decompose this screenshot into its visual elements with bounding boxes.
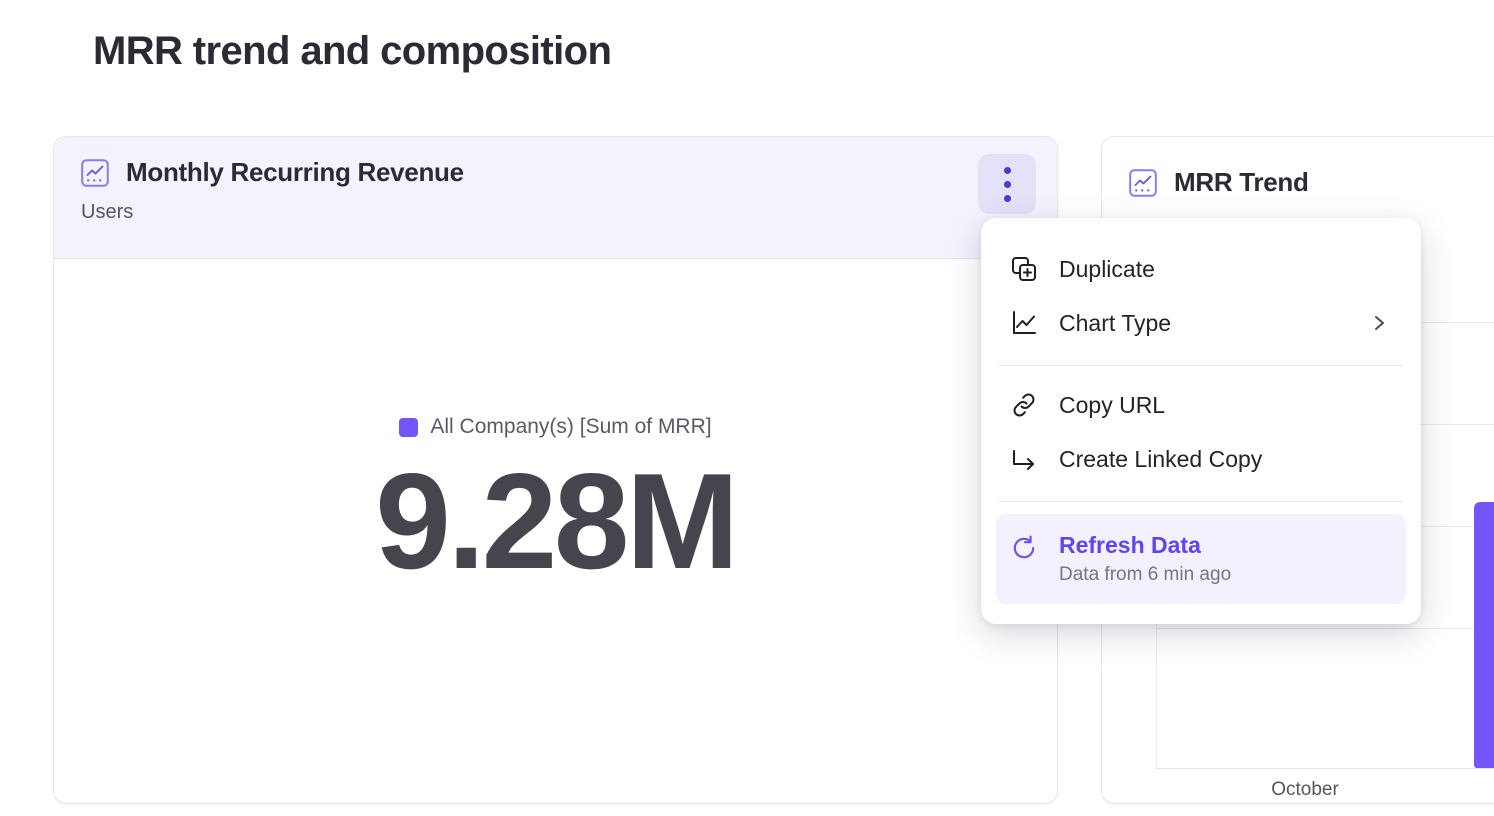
menu-item-label: Duplicate [1059, 255, 1155, 282]
chart-square-icon [1128, 168, 1158, 198]
menu-item-create-linked-copy[interactable]: Create Linked Copy [996, 432, 1406, 486]
menu-item-label: Chart Type [1059, 309, 1172, 336]
menu-item-label: Copy URL [1059, 391, 1166, 418]
kpi-body: All Company(s) [Sum of MRR] 9.28M [54, 259, 1057, 803]
page-title: MRR trend and composition [93, 29, 612, 73]
x-axis-labels: October January [1156, 779, 1494, 803]
link-icon [1010, 391, 1038, 419]
trend-card-title: MRR Trend [1174, 167, 1309, 197]
arrow-turn-down-right-icon [1010, 445, 1038, 473]
menu-item-refresh-data[interactable]: Refresh Data Data from 6 min ago [996, 514, 1406, 604]
menu-divider [999, 365, 1403, 366]
kpi-value: 9.28M [375, 445, 739, 597]
kpi-card-header: Monthly Recurring Revenue Users [54, 137, 1057, 259]
kebab-dot-icon [1003, 166, 1011, 174]
refresh-data-label: Refresh Data [1059, 532, 1201, 558]
refresh-icon [1010, 534, 1038, 562]
legend-swatch [399, 417, 419, 437]
menu-item-duplicate[interactable]: Duplicate [996, 242, 1406, 296]
kpi-card-title: Monthly Recurring Revenue [126, 157, 464, 187]
kpi-legend-label: All Company(s) [Sum of MRR] [430, 415, 712, 438]
card-context-menu: Duplicate Chart Type Copy URL [981, 218, 1421, 624]
menu-divider [999, 501, 1403, 502]
card-options-button[interactable] [978, 154, 1036, 214]
kebab-dot-icon [1003, 194, 1011, 202]
line-chart-axis-icon [1010, 309, 1038, 337]
kpi-card-subtitle: Users [81, 201, 134, 223]
refresh-data-sublabel: Data from 6 min ago [1059, 564, 1232, 585]
chart-square-icon [80, 158, 110, 188]
gridline [1156, 628, 1494, 629]
menu-item-copy-url[interactable]: Copy URL [996, 378, 1406, 432]
kpi-legend: All Company(s) [Sum of MRR] [399, 415, 712, 439]
chevron-right-icon [1370, 314, 1388, 332]
x-axis-baseline [1156, 768, 1494, 769]
bar-group [1156, 267, 1494, 768]
menu-item-chart-type[interactable]: Chart Type [996, 296, 1406, 350]
monthly-recurring-revenue-card: Monthly Recurring Revenue Users All Comp… [53, 136, 1058, 804]
menu-item-label: Create Linked Copy [1059, 445, 1263, 472]
x-tick-label: October [1271, 779, 1339, 800]
duplicate-icon [1010, 255, 1038, 283]
kebab-dot-icon [1003, 180, 1011, 188]
bar-october[interactable] [1474, 502, 1494, 768]
